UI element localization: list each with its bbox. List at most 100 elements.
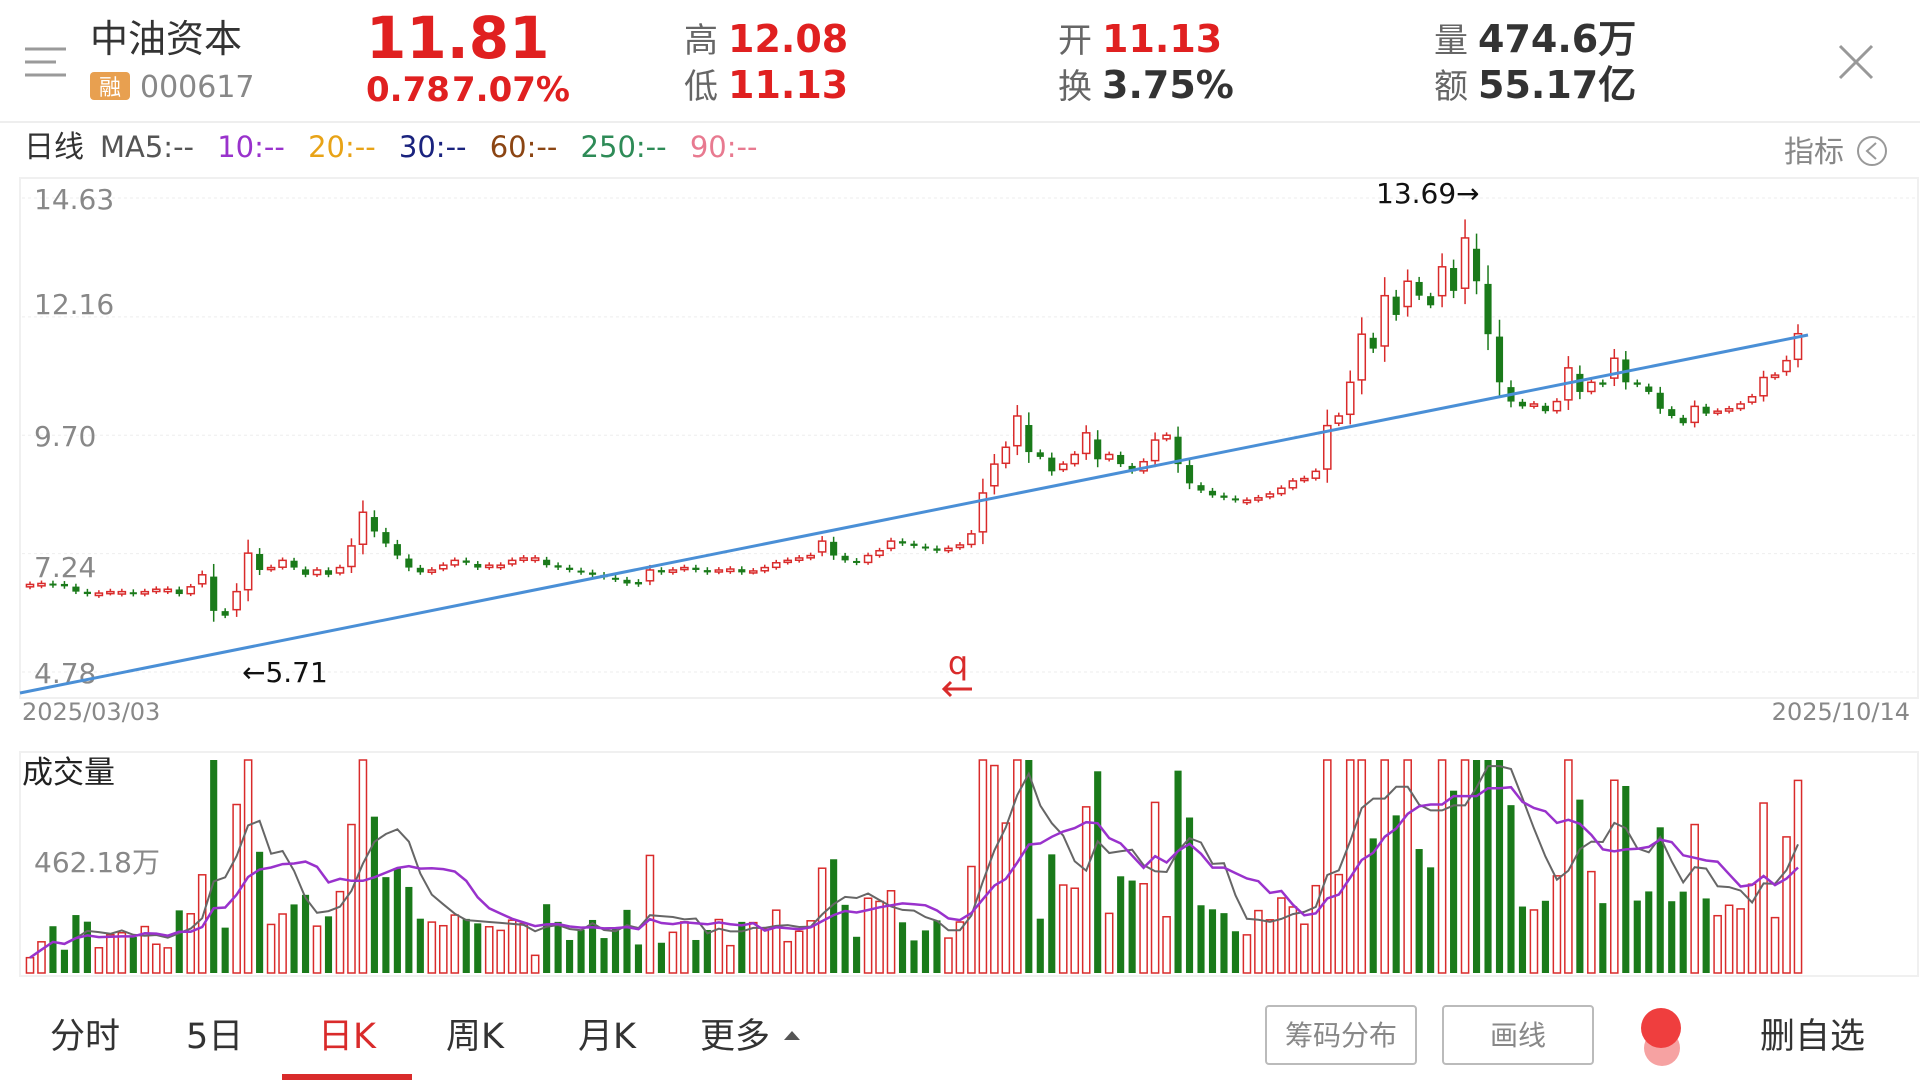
candle [1415, 276, 1423, 301]
price-chart[interactable]: 14.63 12.16 9.70 7.24 4.78 13.69→ ←5.71 … [19, 177, 1919, 726]
candle-body [347, 545, 356, 568]
volume-bar [393, 867, 401, 973]
candle-body [1070, 453, 1080, 465]
current-price: 11.81 [366, 4, 549, 72]
draw-line-button[interactable]: 画线 [1442, 1005, 1594, 1065]
ma60-label: 60:-- [490, 130, 558, 164]
candle [1495, 319, 1504, 397]
candle-body [1576, 373, 1584, 392]
candle [863, 552, 873, 565]
candle [910, 540, 918, 549]
candle [1197, 482, 1205, 493]
volume-bar [600, 938, 608, 973]
candle-body [967, 533, 976, 546]
volume-bar [1713, 914, 1722, 974]
candle-body [703, 570, 711, 573]
candle [163, 586, 173, 595]
volume-bar [1622, 785, 1630, 973]
candle-body [140, 590, 150, 595]
tab-5day[interactable]: 5日 [186, 1017, 243, 1057]
candle [830, 536, 838, 560]
rong-badge-bg [90, 72, 130, 100]
candle-body [474, 563, 482, 568]
indicator-button[interactable]: 指标 [1784, 135, 1887, 170]
candle [760, 564, 770, 574]
candle [1587, 378, 1596, 395]
volume-bar [1495, 760, 1504, 973]
candle [37, 580, 46, 589]
candle [382, 527, 390, 548]
candle [1552, 398, 1562, 414]
tab-fenshi[interactable]: 分时 [50, 1017, 120, 1057]
candle-body [1128, 465, 1136, 472]
volume-bar [1036, 918, 1044, 973]
volume-bar [462, 918, 470, 973]
volume-bar [1460, 759, 1470, 974]
candle [358, 500, 368, 555]
candle-body [221, 611, 229, 616]
candle [1599, 379, 1607, 388]
volume-bar [1311, 884, 1321, 974]
candle [1128, 463, 1136, 474]
amount-value: 55.17亿 [1478, 63, 1636, 107]
candle [1369, 332, 1377, 353]
volume-bar [944, 937, 953, 974]
volume-bar [554, 921, 562, 973]
candle-body [37, 582, 46, 587]
candle [140, 588, 150, 597]
candle-body [588, 572, 597, 575]
volume-bar [266, 923, 276, 974]
tab-weekly-k[interactable]: 周K [446, 1017, 505, 1057]
volume-bar [1656, 827, 1664, 973]
candle-body [1162, 434, 1171, 440]
low-value: 11.13 [728, 63, 848, 107]
candle [1541, 402, 1549, 414]
candle-body [438, 564, 448, 570]
menu-lines-icon[interactable] [25, 47, 66, 77]
candle [232, 583, 241, 617]
candle-body [817, 540, 827, 553]
volume-bar [910, 940, 918, 973]
candle [1484, 265, 1492, 351]
y-tick-label: 12.16 [34, 288, 114, 321]
candle-body [49, 583, 57, 586]
volume-bar [1403, 759, 1412, 974]
volume-chart[interactable]: 成交量 462.18万 [19, 751, 1919, 977]
volume-bar [1242, 934, 1252, 974]
remove-watchlist-button[interactable]: 删自选 [1760, 1017, 1865, 1057]
candle-body [175, 589, 183, 595]
volume-bar [450, 914, 460, 974]
event-marker[interactable]: q [941, 644, 972, 698]
red-dot-icon[interactable] [1641, 1008, 1681, 1066]
candle-body [427, 569, 437, 574]
candle [1357, 317, 1367, 395]
candle [898, 538, 907, 546]
candle [484, 562, 494, 570]
close-icon[interactable] [1838, 44, 1874, 80]
chip-distribution-button[interactable]: 筹码分布 [1265, 1005, 1417, 1065]
trend-line[interactable] [19, 333, 1809, 695]
volume-bar [519, 922, 528, 974]
candle [680, 564, 689, 572]
candle-body [163, 588, 173, 593]
tab-more[interactable]: 更多 [700, 1017, 800, 1057]
volume-bar [668, 931, 678, 974]
candle-body [577, 570, 585, 573]
candle [210, 563, 218, 622]
candle [1656, 386, 1664, 414]
volume-bar [186, 913, 196, 974]
candle-body [1495, 336, 1504, 383]
candle [301, 566, 310, 578]
volume-title: 成交量 [22, 755, 115, 791]
tab-monthly-k[interactable]: 月K [578, 1017, 637, 1057]
candle [1450, 259, 1458, 299]
candle [427, 567, 437, 575]
button-frame [1442, 1005, 1594, 1065]
candle [1518, 398, 1527, 409]
candle-body [1013, 415, 1022, 447]
volume-bar [151, 943, 161, 974]
candle [978, 478, 988, 545]
tab-daily-k[interactable]: 日K [282, 1017, 412, 1080]
candle [530, 555, 540, 563]
volume-bar [416, 918, 424, 973]
